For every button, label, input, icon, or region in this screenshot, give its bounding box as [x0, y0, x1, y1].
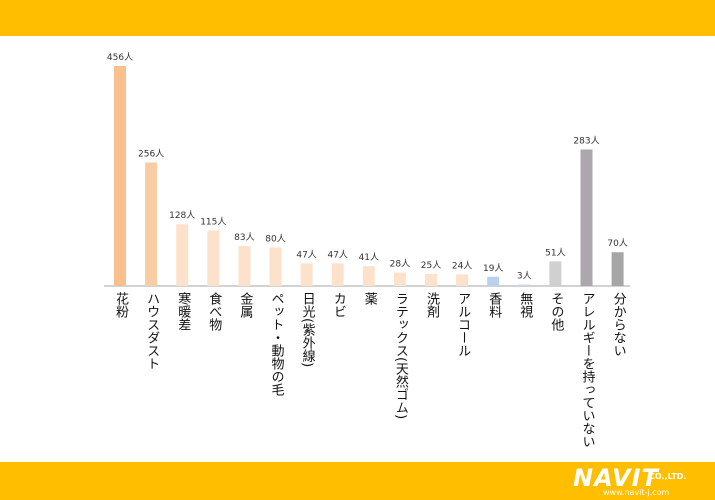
bar-5 [269, 247, 282, 286]
navit-logo: NAVIT CO.,LTD. www.navit-j.com [573, 464, 703, 498]
bar-16 [611, 252, 624, 286]
logo-company-suffix: CO.,LTD. [649, 472, 687, 481]
value-label-9: 28人 [390, 259, 410, 270]
category-label-5: ペット・動物の毛 [268, 292, 284, 396]
bar-11 [456, 274, 469, 286]
top-banner [0, 0, 715, 36]
logo-url: www.navit-j.com [603, 488, 670, 497]
category-label-15: アレルギーを持っていない [579, 292, 595, 448]
category-label-4: 金属 [237, 292, 253, 318]
category-label-13: 無視 [517, 292, 533, 318]
value-label-10: 25人 [421, 260, 441, 271]
value-label-16: 70人 [607, 238, 627, 249]
value-label-6: 47人 [296, 249, 316, 260]
value-label-4: 83人 [234, 232, 254, 243]
value-label-14: 51人 [545, 247, 565, 258]
value-label-13: 3人 [517, 271, 532, 282]
value-label-12: 19人 [483, 263, 503, 274]
value-label-7: 47人 [327, 249, 347, 260]
bar-0 [114, 66, 126, 286]
value-label-11: 24人 [452, 260, 472, 271]
bar-3 [207, 230, 220, 286]
bar-4 [238, 246, 251, 286]
category-label-16: 分からない [610, 292, 626, 357]
logo-mark: NAVIT [573, 464, 659, 492]
category-label-6: 日光(紫外線) [299, 292, 315, 368]
category-label-9: ラテックス(天然ゴム) [392, 292, 408, 420]
bar-14 [549, 261, 562, 286]
bar-2 [176, 224, 189, 286]
bottom-banner [0, 462, 715, 500]
bar-13 [518, 284, 531, 286]
value-label-0: 456人 [107, 52, 133, 63]
bar-8 [362, 266, 375, 286]
value-label-2: 128人 [169, 210, 195, 221]
category-label-8: 薬 [361, 292, 377, 305]
category-label-0: 花粉 [113, 292, 128, 318]
category-label-1: ハウスダスト [144, 292, 160, 370]
bar-12 [487, 276, 500, 286]
value-label-3: 115人 [200, 217, 226, 228]
bar-9 [393, 272, 406, 286]
category-label-14: その他 [548, 292, 564, 331]
category-label-11: アルコール [455, 292, 471, 357]
category-label-2: 寒暖差 [175, 292, 191, 331]
bar-6 [300, 263, 313, 286]
category-label-7: カビ [330, 292, 346, 318]
category-label-3: 食べ物 [206, 292, 222, 331]
value-label-1: 256人 [138, 149, 164, 160]
value-label-8: 41人 [359, 252, 379, 263]
value-label-15: 283人 [573, 136, 599, 147]
bar-15 [580, 149, 593, 286]
bar-10 [425, 273, 437, 286]
bar-1 [145, 162, 158, 286]
bar-7 [331, 263, 344, 286]
value-label-5: 80人 [265, 233, 285, 244]
category-label-10: 洗剤 [424, 292, 439, 318]
category-label-12: 香料 [486, 292, 502, 318]
